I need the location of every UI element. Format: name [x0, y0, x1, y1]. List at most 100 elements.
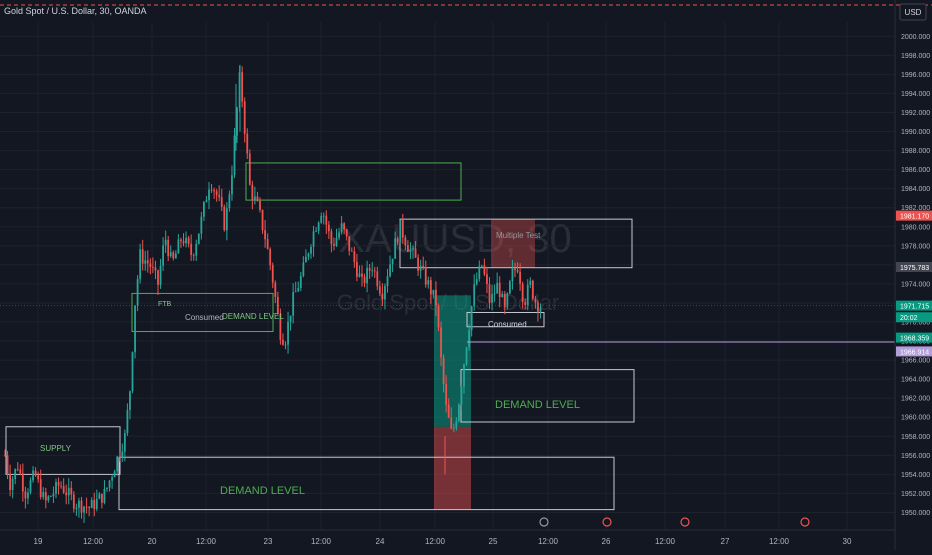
candle-body — [88, 507, 91, 509]
candle-body — [327, 224, 330, 232]
candle-body — [55, 482, 57, 494]
candle-body — [233, 135, 236, 176]
candle-body — [16, 469, 19, 470]
event-marker-icon[interactable] — [602, 517, 612, 527]
candle-body — [21, 473, 24, 492]
y-tick-label: 1992.000 — [901, 110, 930, 117]
candle-body — [42, 492, 45, 498]
candle-body — [192, 254, 195, 256]
candle-body — [509, 281, 511, 294]
candle-body — [401, 219, 404, 238]
candle-body — [190, 243, 193, 255]
candle-body — [429, 280, 432, 295]
y-tick-label: 2000.000 — [901, 34, 930, 41]
candle-body — [131, 352, 134, 392]
zone-box[interactable] — [245, 162, 462, 201]
candle-body — [498, 282, 501, 298]
candle-body — [200, 216, 203, 234]
candle-body — [287, 321, 289, 345]
candle-body — [529, 280, 532, 285]
candle-body — [70, 487, 73, 495]
candle-body — [455, 420, 458, 429]
y-tick-label: 1950.000 — [901, 510, 930, 517]
candle-body — [177, 239, 180, 254]
candle-body — [496, 282, 499, 294]
candle-body — [218, 195, 221, 198]
price-tag-label: 1981.170 — [900, 214, 929, 221]
candle-body — [11, 478, 14, 491]
candle-body — [98, 493, 101, 499]
candle-body — [366, 268, 368, 284]
candle-body — [185, 237, 187, 244]
y-tick-label: 1962.000 — [901, 396, 930, 403]
candle-body — [424, 267, 427, 285]
x-tick-label: 12:00 — [425, 537, 446, 546]
candle-body — [141, 249, 144, 264]
y-tick-label: 1980.000 — [901, 224, 930, 231]
candle-body — [37, 475, 40, 480]
price-tag-label: 1971.715 — [900, 304, 929, 311]
candle-body — [144, 260, 147, 264]
candle-body — [39, 479, 42, 498]
y-tick-label: 1952.000 — [901, 491, 930, 498]
price-tags: 1981.1701975.783XAUUSD1971.71520:021968.… — [896, 210, 932, 357]
y-tick-label: 1964.000 — [901, 377, 930, 384]
candle-body — [169, 252, 172, 257]
candle-body — [29, 480, 32, 493]
candle-body — [85, 506, 88, 508]
long-position-stop[interactable] — [434, 426, 471, 510]
candle-body — [276, 296, 279, 314]
candle-body — [506, 293, 509, 308]
candle-body — [116, 456, 119, 472]
y-tick-label: 1960.000 — [901, 415, 930, 422]
candle-body — [78, 500, 80, 508]
candle-body — [501, 293, 504, 298]
zone-box[interactable] — [399, 218, 633, 269]
event-marker-icon[interactable] — [680, 517, 690, 527]
candle-body — [460, 386, 463, 405]
y-tick-label: 1970.000 — [901, 320, 930, 327]
candle-body — [516, 270, 519, 272]
candle-body — [399, 219, 402, 243]
zone-box[interactable] — [131, 292, 274, 333]
candle-body — [174, 253, 177, 259]
candle-body — [404, 237, 407, 246]
event-marker-icon[interactable] — [800, 517, 810, 527]
candle-body — [340, 223, 343, 233]
y-tick-label: 1956.000 — [901, 453, 930, 460]
candle-body — [524, 301, 527, 305]
zone-box[interactable] — [466, 311, 545, 328]
candle-body — [47, 496, 50, 501]
candle-body — [317, 222, 320, 231]
candle-body — [386, 276, 389, 287]
price-tag — [896, 261, 932, 272]
currency-button[interactable]: USD — [899, 3, 927, 21]
candle-body — [90, 500, 93, 508]
candle-body — [113, 471, 116, 478]
candle-body — [62, 486, 65, 493]
zone-box[interactable] — [5, 426, 121, 475]
time-axis[interactable]: 19 12:00 20 12:00 23 12:00 24 12:00 25 12:00 26 12:… — [34, 537, 852, 546]
candle-body — [57, 482, 60, 486]
candle-body — [44, 492, 47, 501]
candle-body — [167, 239, 170, 257]
candle-body — [363, 276, 366, 284]
candle-body — [103, 488, 106, 503]
candle-body — [159, 265, 162, 285]
candle-body — [139, 249, 142, 280]
candle-body — [118, 456, 121, 458]
candle-body — [463, 364, 465, 387]
zone-box[interactable] — [118, 456, 615, 511]
candle-body — [284, 344, 287, 346]
candle-body — [407, 245, 409, 252]
x-tick-label: 27 — [721, 537, 730, 546]
candle-body — [452, 428, 455, 429]
price-tag-label: 1966.914 — [900, 349, 929, 356]
event-marker-icon[interactable] — [539, 517, 549, 527]
y-tick-label: 1974.000 — [901, 281, 930, 288]
long-position-target[interactable] — [434, 295, 471, 427]
candle-body — [9, 473, 11, 491]
candle-body — [95, 498, 98, 509]
